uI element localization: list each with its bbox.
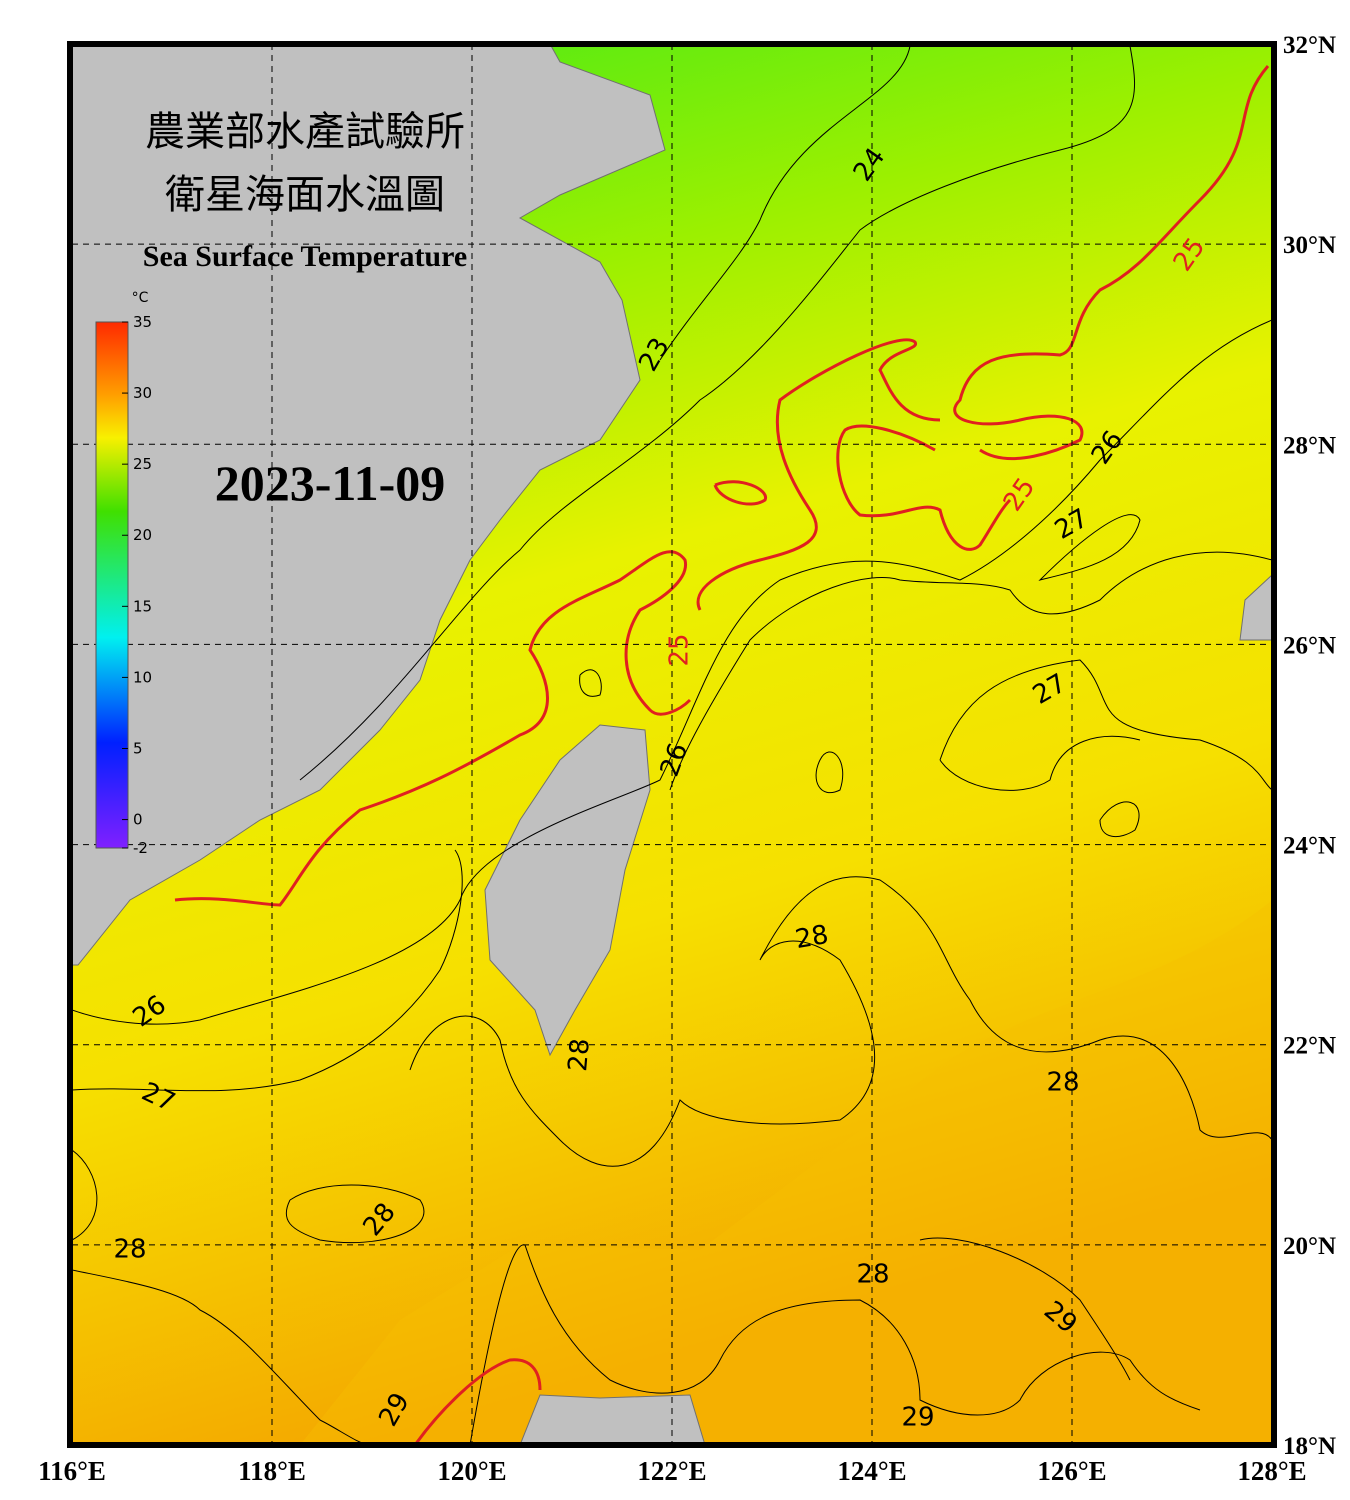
graticule: [72, 46, 1272, 1443]
lon-label: 122°E: [637, 1456, 706, 1486]
colorbar-tick-label: -2: [133, 839, 148, 857]
isotherm-25: [174, 65, 1270, 1443]
lat-label: 26°N: [1283, 632, 1336, 659]
lon-label: 124°E: [837, 1456, 906, 1486]
lat-label: 30°N: [1283, 232, 1336, 259]
title-zh-1: 農業部水產試驗所: [145, 109, 465, 155]
land-china: [72, 46, 666, 966]
map-area: [72, 46, 1272, 1443]
lat-label: 20°N: [1283, 1233, 1336, 1260]
lon-label: 116°E: [38, 1456, 106, 1486]
contour-label: 28: [113, 1235, 146, 1265]
land-islands: [1239, 574, 1272, 641]
lat-label: 18°N: [1283, 1433, 1336, 1460]
isotherms: [72, 46, 1272, 1443]
contour-label: 25: [665, 633, 695, 666]
colorbar-unit: °C: [132, 290, 149, 306]
contour-label: 28: [793, 920, 831, 955]
lon-label: 120°E: [437, 1456, 506, 1486]
colorbar: [95, 321, 129, 849]
lat-label: 28°N: [1283, 432, 1336, 459]
lat-label: 24°N: [1283, 833, 1336, 860]
map-frame: [67, 41, 1277, 1448]
colorbar-tick-label: 30: [133, 384, 152, 402]
lat-label: 22°N: [1283, 1033, 1336, 1060]
contour-label: 28: [1046, 1068, 1079, 1098]
lon-label: 118°E: [238, 1456, 306, 1486]
warm-region: [301, 900, 1272, 1443]
colorbar-tick-label: 15: [133, 597, 152, 615]
lon-label: 126°E: [1037, 1456, 1106, 1486]
colorbar-tick-label: 0: [133, 811, 143, 829]
title-zh-2: 衛星海面水溫圖: [165, 172, 445, 218]
colorbar-ticks: 35 30 25 20 15 10 5 0 -2: [122, 313, 152, 857]
contour-label: 28: [856, 1260, 889, 1290]
colorbar-tick-label: 5: [133, 739, 143, 757]
colorbar-tick-label: 10: [133, 668, 152, 686]
colorbar-tick-label: 25: [133, 455, 152, 473]
colorbar-tick-label: 20: [133, 526, 152, 544]
land-taiwan: [484, 724, 651, 1057]
land-luzon: [520, 1394, 705, 1443]
date: 2023-11-09: [215, 455, 446, 511]
lat-label: 32°N: [1283, 32, 1336, 59]
colorbar-tick-label: 35: [133, 313, 152, 331]
contour-label: 28: [563, 1037, 596, 1073]
lon-label: 128°E: [1237, 1456, 1306, 1486]
title-en: Sea Surface Temperature: [143, 240, 467, 273]
contour-label: 29: [901, 1403, 934, 1433]
